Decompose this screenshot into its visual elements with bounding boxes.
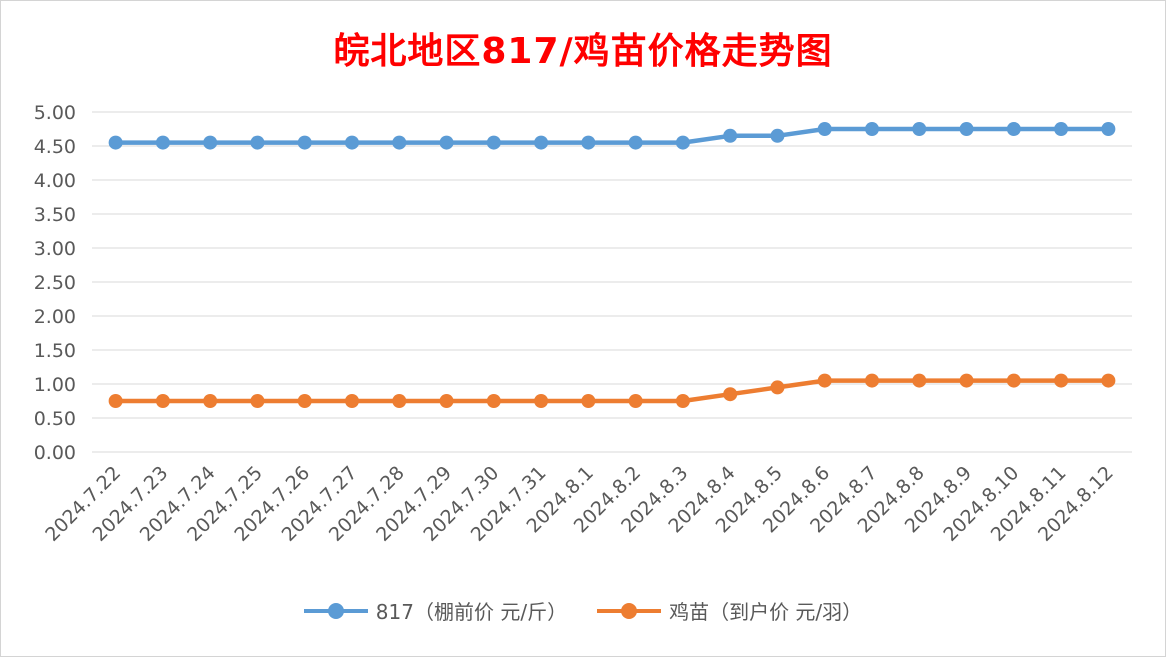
- data-point-1: [1101, 373, 1116, 388]
- y-tick-label: 0.00: [34, 442, 76, 464]
- data-point-0: [345, 135, 359, 150]
- data-point-1: [1006, 373, 1021, 388]
- data-point-0: [297, 135, 312, 150]
- y-tick-label: 5.00: [34, 102, 76, 124]
- data-point-1: [297, 394, 312, 408]
- data-point-1: [1054, 373, 1069, 388]
- data-point-1: [817, 373, 832, 388]
- data-point-1: [865, 373, 879, 388]
- data-point-1: [392, 394, 407, 408]
- data-point-0: [203, 135, 218, 150]
- y-tick-label: 1.50: [34, 340, 76, 362]
- data-point-1: [959, 373, 974, 388]
- data-point-0: [723, 128, 738, 143]
- legend-swatch-chick: [597, 601, 662, 621]
- chart-title: 皖北地区817/鸡苗价格走势图: [333, 31, 833, 72]
- data-point-0: [250, 135, 265, 150]
- data-point-1: [155, 394, 170, 408]
- data-point-0: [675, 135, 690, 150]
- y-tick-label: 4.50: [34, 136, 76, 158]
- data-point-0: [108, 135, 123, 150]
- data-point-0: [770, 128, 785, 143]
- y-tick-label: 1.00: [34, 374, 76, 396]
- legend-swatch-817: [303, 601, 368, 621]
- data-point-1: [345, 394, 359, 408]
- data-point-1: [675, 394, 690, 408]
- legend-item-chick: 鸡苗（到户价 元/羽）: [597, 596, 862, 625]
- data-point-1: [108, 394, 123, 408]
- legend: 817（棚前价 元/斤） 鸡苗（到户价 元/羽）: [0, 596, 1166, 625]
- y-tick-label: 3.50: [34, 204, 76, 226]
- data-point-0: [1101, 122, 1116, 136]
- data-point-0: [392, 135, 407, 150]
- data-point-0: [1006, 122, 1021, 136]
- data-point-0: [865, 122, 879, 136]
- series-line-1: [113, 378, 1111, 404]
- data-point-0: [912, 122, 927, 136]
- data-point-0: [628, 135, 643, 150]
- legend-label-chick: 鸡苗（到户价 元/羽）: [669, 600, 863, 624]
- data-point-1: [581, 394, 596, 408]
- data-point-0: [959, 122, 974, 136]
- data-point-1: [203, 394, 218, 408]
- series-line-0: [113, 126, 1111, 145]
- y-tick-label: 4.00: [34, 170, 76, 192]
- data-point-0: [1054, 122, 1069, 136]
- data-point-1: [628, 394, 643, 408]
- legend-label-817: 817（棚前价 元/斤）: [375, 600, 568, 624]
- data-point-1: [486, 394, 501, 408]
- y-tick-label: 3.00: [34, 238, 76, 260]
- y-tick-label: 0.50: [34, 408, 76, 430]
- legend-item-817: 817（棚前价 元/斤）: [303, 596, 568, 625]
- data-point-1: [250, 394, 265, 408]
- data-point-0: [155, 135, 170, 150]
- data-point-0: [439, 135, 454, 150]
- y-tick-label: 2.50: [34, 272, 76, 294]
- data-point-0: [817, 122, 832, 136]
- data-point-0: [486, 135, 501, 150]
- data-point-1: [534, 394, 549, 408]
- data-point-1: [439, 394, 454, 408]
- data-point-1: [912, 373, 927, 388]
- data-point-0: [534, 135, 549, 150]
- data-point-1: [770, 380, 785, 395]
- data-point-1: [723, 387, 738, 402]
- data-point-0: [581, 135, 596, 150]
- y-tick-label: 2.00: [34, 306, 76, 328]
